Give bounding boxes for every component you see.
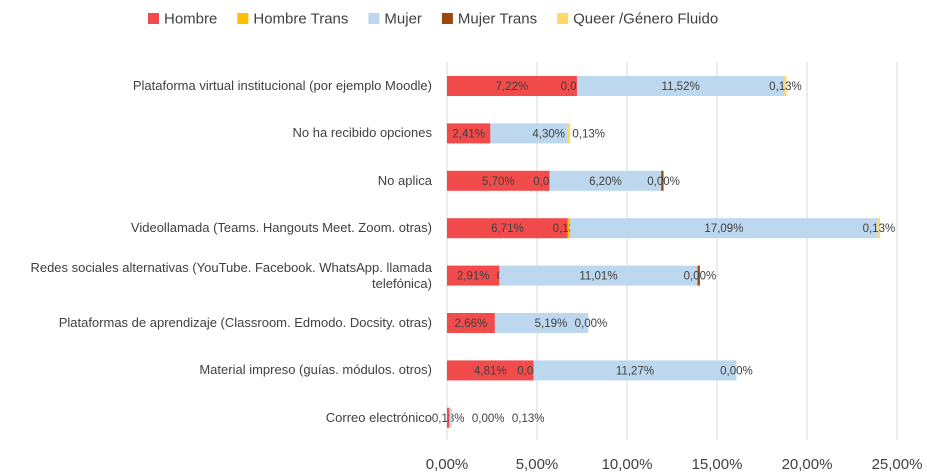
bar-segment <box>447 313 495 333</box>
legend-label: Mujer <box>384 10 422 27</box>
x-tick-label: 10,00% <box>602 456 653 473</box>
bar-segment <box>697 265 700 286</box>
legend-label: Queer /Género Fluido <box>573 10 718 27</box>
bar-segment <box>661 170 664 191</box>
data-label: 5,70% <box>482 176 515 188</box>
bar-segment <box>447 76 577 96</box>
y-tick-label: Correo electrónico <box>325 409 432 425</box>
data-label: 11,01% <box>579 271 617 283</box>
bar-segment <box>447 265 500 286</box>
data-label: 2,41% <box>452 128 485 140</box>
x-tick-label: 25,00% <box>872 456 923 473</box>
bar-segment <box>549 170 662 191</box>
bar-segment <box>447 407 450 428</box>
data-label: 4,81% <box>474 365 507 377</box>
data-label: 17,09% <box>704 223 743 235</box>
legend-label: Hombre <box>164 10 217 27</box>
data-label: 5,19% <box>535 318 568 330</box>
data-label: 11,27% <box>616 365 654 377</box>
bar-segment <box>576 76 785 96</box>
data-label: 0,00% <box>684 271 717 283</box>
legend-label: Hombre Trans <box>253 10 348 27</box>
x-tick-label: 5,00% <box>516 456 559 473</box>
data-label: 6,20% <box>589 176 622 188</box>
data-label: 0,13% <box>512 413 545 425</box>
bar-segment <box>570 218 878 239</box>
data-label: 6,71% <box>491 223 524 235</box>
bar-segment <box>533 360 737 381</box>
bar-segment <box>877 218 881 239</box>
data-label: 0,00% <box>472 413 505 425</box>
bar-segment <box>447 360 534 381</box>
bar-segment <box>494 313 589 333</box>
data-label: 0,13% <box>572 128 605 140</box>
y-tick-label: Plataforma virtual institucional (por ej… <box>132 78 432 93</box>
data-label: 2,66% <box>455 318 488 330</box>
bar-segment <box>447 218 568 239</box>
x-tick-label: 0,00% <box>426 456 469 473</box>
data-label: 0,00% <box>720 365 753 377</box>
bar-segment <box>567 123 571 144</box>
data-label: 0,13% <box>769 81 802 93</box>
bar-segment <box>449 407 452 428</box>
y-tick-label: Plataformas de aprendizaje (Classroom. E… <box>58 315 432 330</box>
legend-swatch <box>441 13 453 24</box>
legend-swatch <box>368 13 380 24</box>
legend-swatch <box>557 13 569 24</box>
legend-label: Mujer Trans <box>458 10 537 27</box>
y-tick-label: Videollamada (Teams. Hangouts Meet. Zoom… <box>130 220 432 236</box>
data-label: 11,52% <box>662 81 700 93</box>
bar-segment <box>447 123 491 144</box>
y-tick-label: Material impreso (guías. módulos. otros) <box>199 362 432 378</box>
data-label: 0,00% <box>575 318 608 330</box>
data-label: 0,13% <box>432 413 465 425</box>
bar-segment <box>784 76 787 96</box>
y-tick-label: Redes sociales alternativas (YouTube. Fa… <box>30 259 432 291</box>
legend-swatch <box>237 13 249 24</box>
data-label: 4,30% <box>532 128 565 140</box>
data-label: 7,22% <box>496 81 529 93</box>
bar-segment <box>499 265 698 286</box>
y-tick-label: No ha recibido opciones <box>292 125 432 141</box>
data-label: 0,00% <box>647 176 680 188</box>
legend-swatch <box>148 13 159 24</box>
x-tick-label: 20,00% <box>782 456 833 473</box>
bar-segment <box>567 218 571 239</box>
x-tick-label: 15,00% <box>692 456 743 473</box>
bar-segment <box>490 123 568 144</box>
data-label: 2,91% <box>457 271 490 283</box>
data-label: 0,13% <box>863 223 896 235</box>
bar-segment <box>447 170 550 191</box>
y-tick-label: No aplica <box>377 172 432 188</box>
